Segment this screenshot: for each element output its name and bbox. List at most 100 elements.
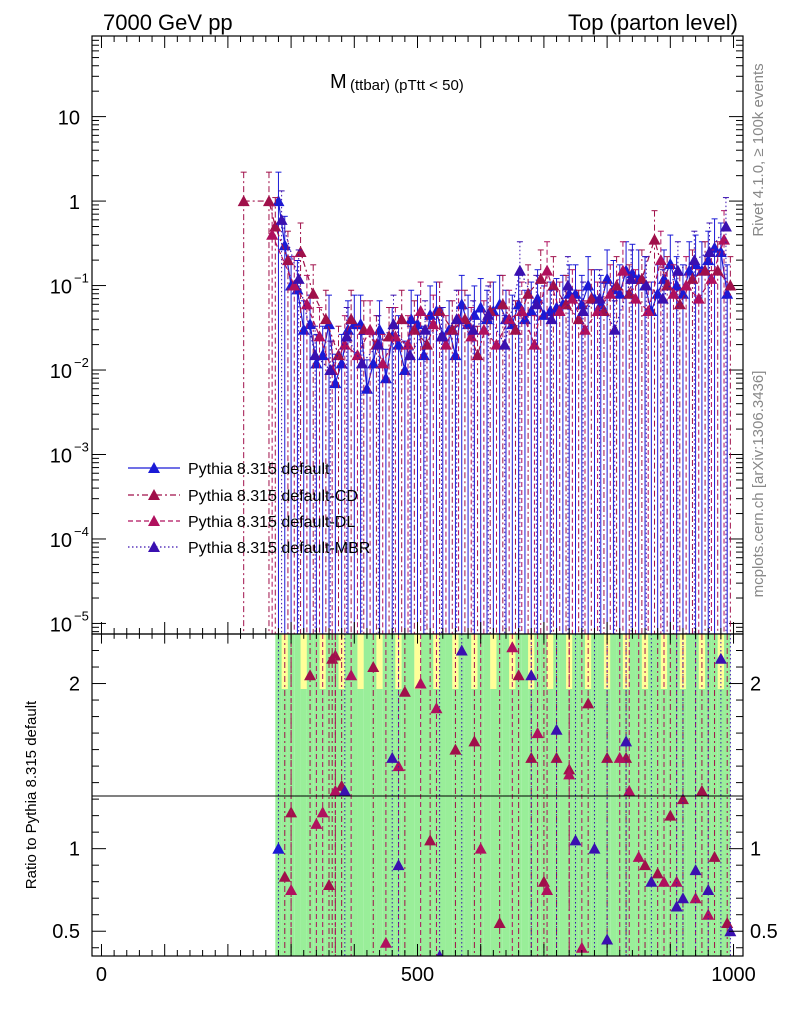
data-point — [340, 330, 353, 342]
data-point — [405, 313, 418, 325]
data-point — [572, 313, 585, 325]
ratio-band-green — [445, 634, 453, 956]
data-point — [319, 313, 332, 325]
data-point — [547, 279, 560, 291]
data-point — [433, 304, 446, 316]
data-point — [376, 357, 389, 369]
data-point — [408, 323, 421, 335]
ratio-point — [541, 883, 554, 895]
data-point — [482, 308, 495, 320]
data-point — [324, 364, 337, 376]
data-point — [509, 323, 522, 335]
ratio-band-green — [370, 634, 377, 956]
ratio-point — [304, 669, 317, 681]
data-point — [503, 313, 516, 325]
data-point — [446, 323, 459, 335]
ratio-point — [512, 669, 525, 681]
data-point — [420, 338, 433, 350]
data-point — [724, 279, 737, 291]
ratio-point — [531, 727, 544, 739]
data-point — [496, 298, 509, 310]
ratio-point — [338, 784, 351, 796]
ratio-point — [525, 751, 538, 763]
data-point — [635, 272, 648, 284]
data-point — [541, 264, 554, 276]
ratio-point — [316, 806, 329, 818]
ratio-point — [345, 669, 358, 681]
data-point — [435, 330, 448, 342]
data-point — [387, 318, 400, 330]
data-point — [582, 279, 595, 291]
ratio-y-tick-label: 1 — [69, 839, 80, 861]
ratio-point — [676, 892, 689, 904]
ratio-point — [632, 850, 645, 862]
data-point — [566, 292, 579, 304]
data-point — [237, 195, 250, 207]
y-tick-label-exp: −5 — [74, 608, 89, 623]
data-point — [673, 298, 686, 310]
ratio-point — [367, 661, 380, 673]
legend-label-cd: Pythia 8.315 default-CD — [188, 488, 358, 505]
legend-entry-dl: Pythia 8.315 default-DL — [128, 514, 355, 531]
ratio-point — [708, 850, 721, 862]
ratio-band-green — [547, 634, 554, 956]
ratio-point — [379, 936, 392, 948]
ratio-point — [392, 760, 405, 772]
data-point — [307, 287, 320, 299]
data-point — [703, 245, 716, 257]
ratio-point — [714, 652, 727, 664]
data-point — [661, 279, 674, 291]
data-point — [288, 279, 301, 291]
ratio-point — [657, 875, 670, 887]
ratio-band-green — [306, 634, 314, 956]
ratio-band-yellow — [603, 634, 611, 689]
data-point — [309, 349, 322, 361]
data-point — [355, 357, 368, 369]
legend-label-default: Pythia 8.315 default — [188, 461, 330, 478]
data-point — [522, 287, 535, 299]
ratio-point — [449, 743, 462, 755]
data-point — [711, 264, 724, 276]
data-point — [642, 304, 655, 316]
ratio-y-axis: 0.5 0.5 1 1 2 2 — [52, 650, 778, 949]
mcplots-label: mcplots.cern.ch [arXiv:1306.3436] — [750, 371, 767, 598]
ratio-band-green — [540, 634, 548, 956]
data-point — [294, 245, 307, 257]
ratio-band-green — [496, 634, 503, 956]
ratio-band-green — [654, 634, 661, 956]
data-point — [292, 272, 305, 284]
ratio-band-green — [686, 634, 693, 956]
data-point — [471, 349, 484, 361]
data-point — [477, 323, 490, 335]
ratio-band-yellow — [547, 634, 554, 689]
ratio-band-green — [300, 634, 307, 956]
plot-title-sub: (ttbar) (pTtt < 50) — [350, 77, 464, 94]
ratio-point — [623, 784, 636, 796]
data-point — [616, 264, 629, 276]
ratio-y-tick-label-right: 1 — [750, 839, 761, 861]
data-point — [680, 279, 693, 291]
ratio-band-green — [414, 634, 421, 956]
data-point — [419, 323, 432, 335]
x-tick-label: 500 — [401, 964, 434, 986]
data-point — [561, 279, 574, 291]
rivet-label: Rivet 4.1.0, ≥ 100k events — [750, 63, 767, 236]
data-point — [467, 323, 480, 335]
ratio-point — [474, 842, 487, 854]
legend-marker-cd — [148, 489, 160, 500]
ratio-point — [436, 950, 443, 956]
ratio-point — [386, 751, 399, 763]
ratio-band-yellow — [528, 634, 535, 689]
ratio-point — [702, 883, 715, 895]
ratio-y-label: Ratio to Pythia 8.315 default — [23, 700, 40, 889]
ratio-band-green — [351, 634, 358, 956]
ratio-band-green — [376, 634, 383, 956]
legend-marker-mbr — [148, 541, 160, 552]
data-point — [719, 220, 732, 232]
ratio-band-green — [325, 634, 333, 956]
ratio-point — [588, 842, 601, 854]
data-point — [360, 382, 373, 394]
ratio-band-yellow — [584, 634, 592, 689]
